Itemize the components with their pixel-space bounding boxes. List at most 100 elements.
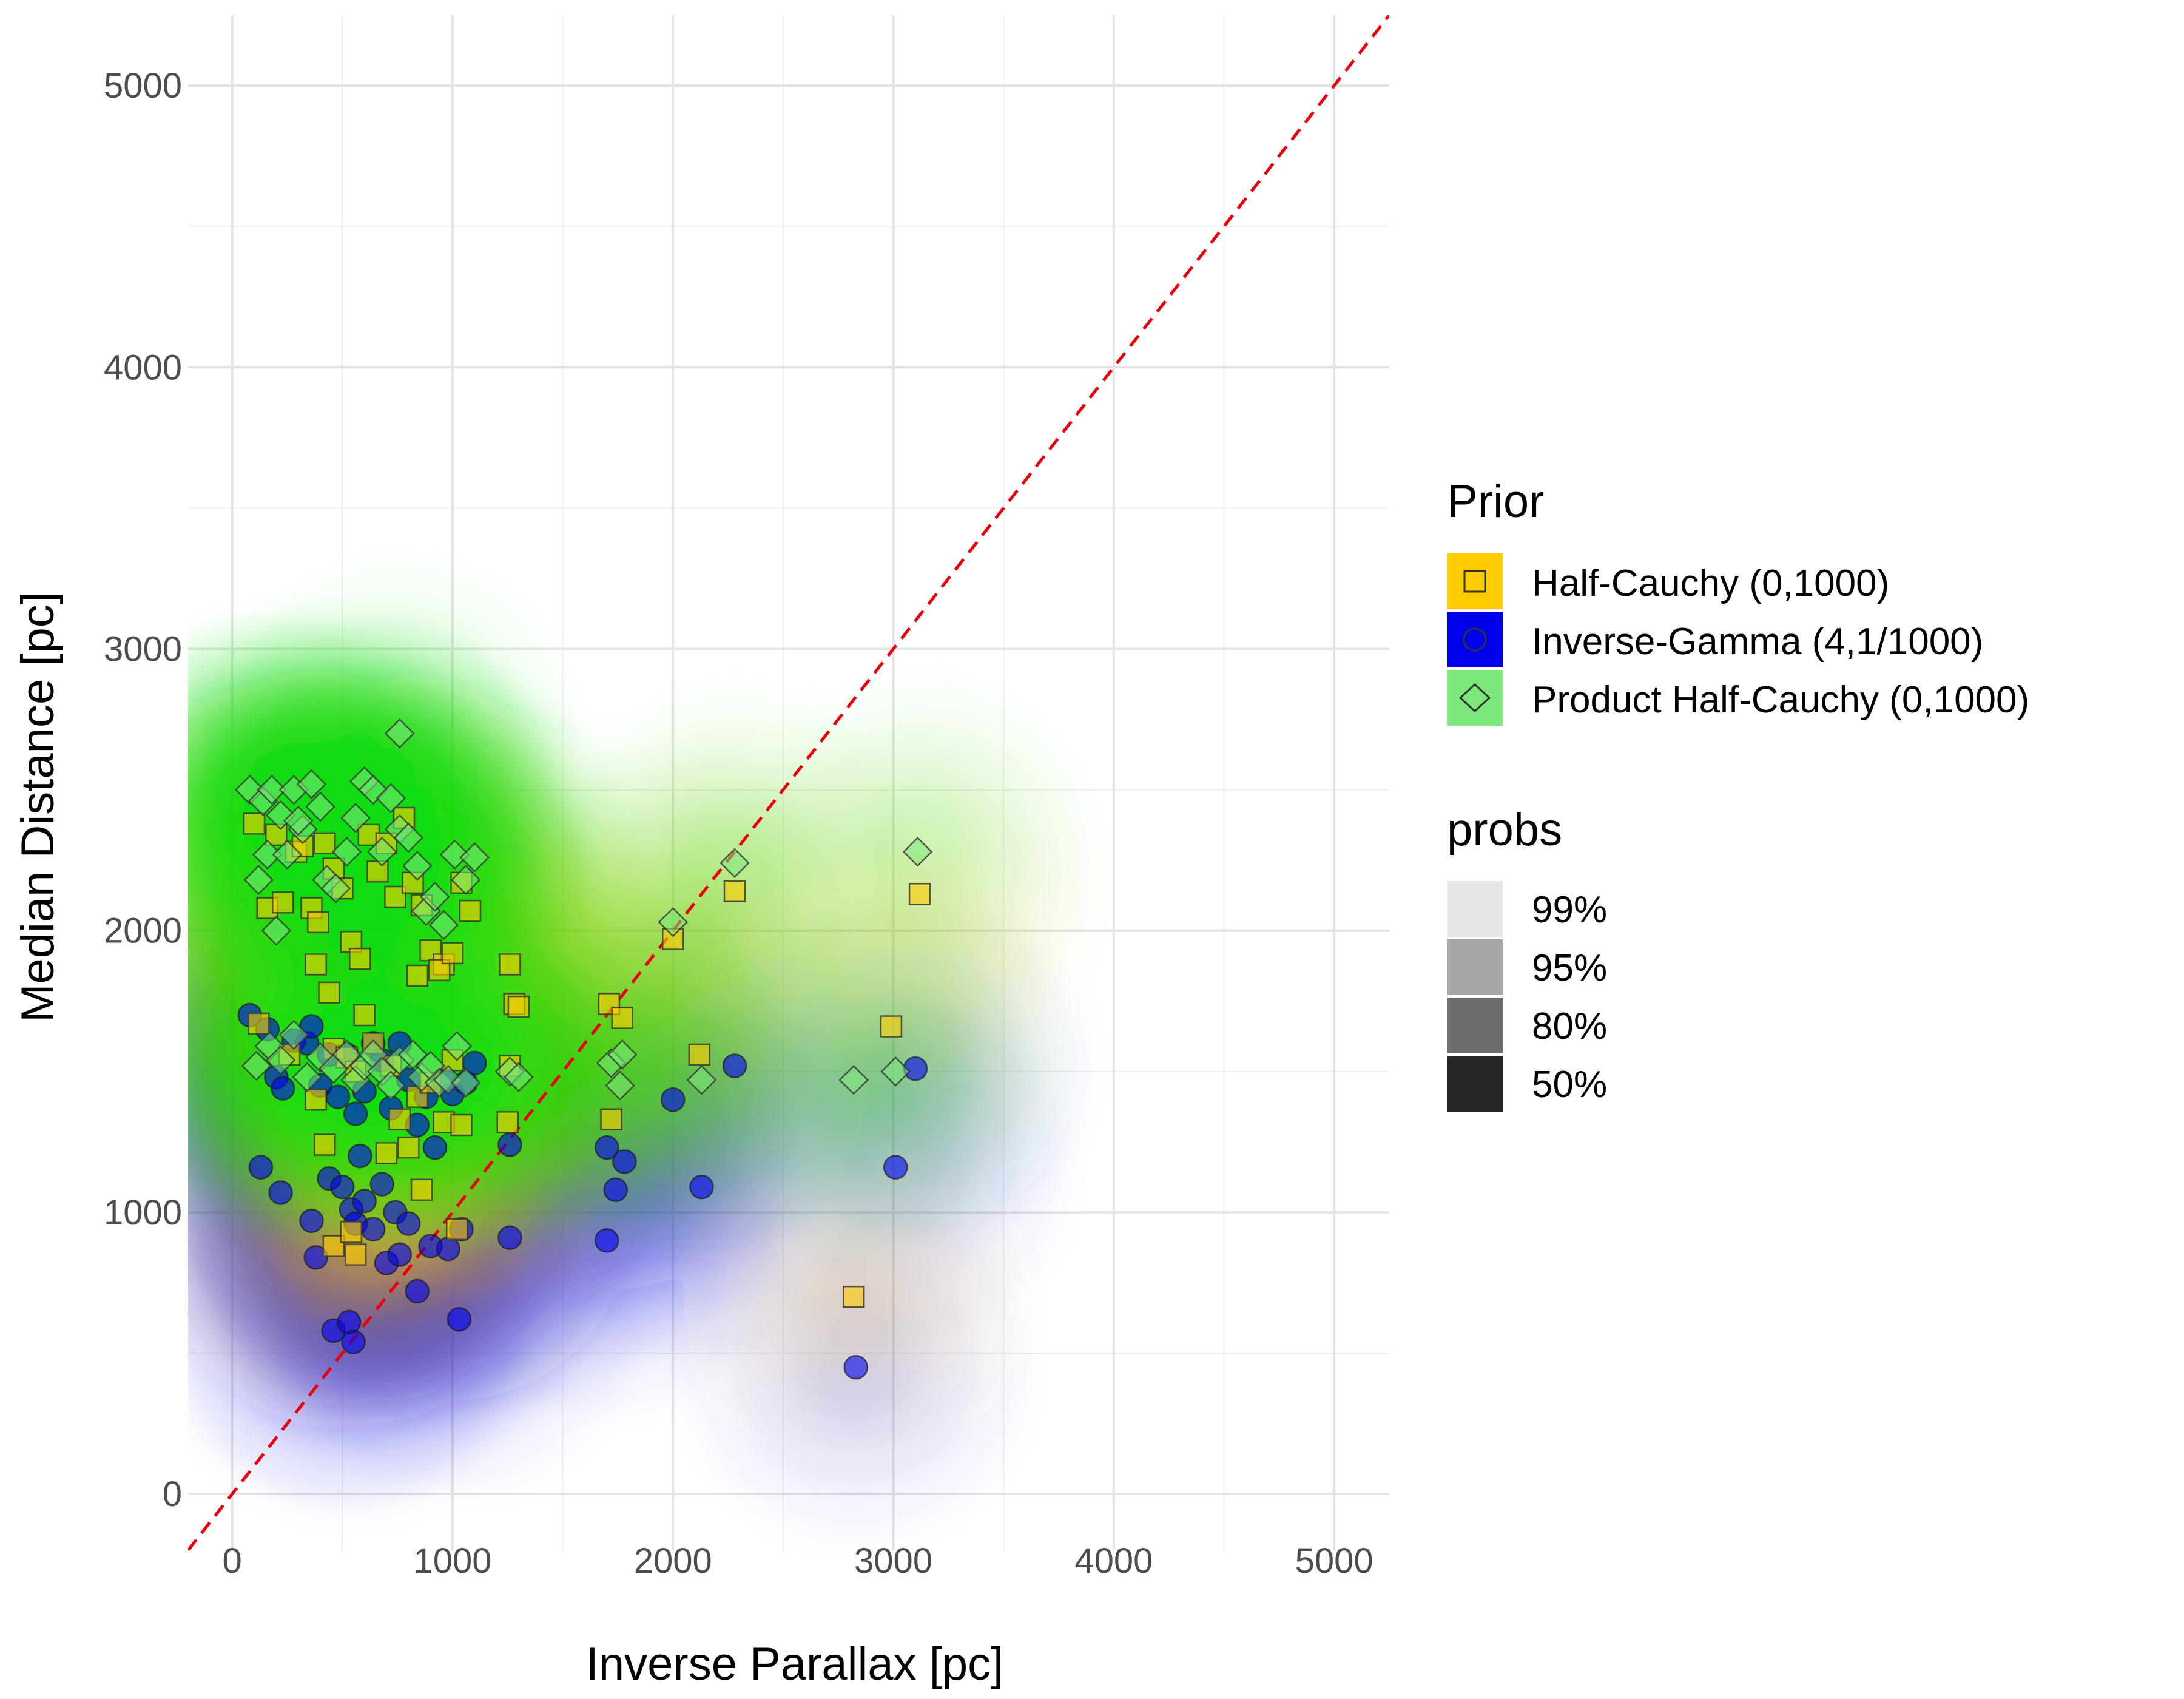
series-diamond — [234, 718, 933, 1101]
y-axis-ticks: 0 1000 2000 3000 4000 5000 — [104, 66, 182, 1514]
data-point-circle — [270, 1076, 295, 1101]
data-point-circle — [603, 1177, 629, 1203]
legend-key-80 — [1447, 998, 1503, 1053]
data-point-circle — [689, 1174, 714, 1200]
data-point-diamond — [450, 1067, 481, 1098]
data-point-diamond — [605, 1070, 635, 1101]
diamond-icon — [1458, 683, 1491, 713]
data-point-square — [318, 981, 340, 1004]
legend-label-inverse-gamma: Inverse-Gamma (4,1/1000) — [1532, 621, 1983, 663]
data-point-circle — [352, 1189, 377, 1214]
data-point-square — [353, 1004, 376, 1027]
data-point-circle — [436, 1237, 460, 1262]
data-point-diamond — [376, 1070, 406, 1101]
data-point-circle — [360, 1217, 386, 1242]
data-point-circle — [612, 1149, 637, 1174]
data-point-diamond — [720, 848, 750, 879]
data-point-circle — [595, 1228, 619, 1253]
data-point-square — [305, 953, 327, 976]
data-point-square — [611, 1007, 633, 1029]
legend-label-half-cauchy: Half-Cauchy (0,1000) — [1532, 562, 1889, 604]
data-point-diamond — [320, 873, 351, 904]
x-tick-label: 0 — [223, 1541, 242, 1581]
data-point-diamond — [265, 1045, 296, 1076]
data-point-square — [723, 880, 746, 902]
data-points — [234, 718, 933, 1380]
data-point-square — [349, 947, 371, 970]
identity-reference-line — [188, 15, 1389, 1550]
x-tick-label: 5000 — [1295, 1541, 1373, 1581]
data-point-square — [256, 897, 279, 919]
data-point-diamond — [442, 1031, 472, 1061]
data-point-diamond — [880, 1056, 911, 1087]
data-point-square — [499, 953, 521, 976]
data-point-square — [248, 1012, 270, 1035]
legend-key-50 — [1447, 1056, 1503, 1112]
data-point-circle — [330, 1174, 355, 1200]
data-point-diamond — [366, 836, 397, 867]
legend-entry-half-cauchy: Half-Cauchy (0,1000) — [1447, 553, 1889, 609]
data-point-diamond — [459, 842, 490, 873]
data-point-square — [496, 1111, 519, 1133]
data-point-square — [397, 1136, 420, 1159]
data-point-circle — [883, 1155, 908, 1180]
data-point-diamond — [305, 791, 335, 822]
data-point-circle — [341, 1329, 366, 1354]
data-point-circle — [369, 1172, 394, 1197]
x-axis-title: Inverse Parallax [pc] — [586, 1638, 1004, 1690]
data-point-square — [313, 832, 336, 855]
legend-label-50: 50% — [1532, 1064, 1607, 1106]
data-point-circle — [722, 1053, 747, 1078]
legend-key-99 — [1447, 881, 1503, 937]
density-diamond — [188, 612, 1039, 1208]
legend-key-inverse-gamma — [1447, 612, 1503, 667]
data-point-square — [441, 942, 464, 965]
data-point-square — [688, 1043, 711, 1066]
legend-entry-inverse-gamma: Inverse-Gamma (4,1/1000) — [1447, 612, 1983, 667]
data-point-square — [507, 995, 530, 1018]
data-point-square — [459, 899, 482, 922]
x-tick-label: 4000 — [1074, 1541, 1153, 1581]
y-tick-label: 2000 — [104, 911, 182, 951]
data-point-diamond — [261, 915, 292, 946]
legend-label-99: 99% — [1532, 889, 1607, 931]
data-point-square — [406, 964, 429, 987]
legend-entry-product-half-cauchy: Product Half-Cauchy (0,1000) — [1447, 670, 2029, 726]
circle-icon — [1463, 627, 1487, 652]
data-point-diamond — [439, 839, 470, 870]
x-tick-label: 2000 — [634, 1541, 712, 1581]
data-point-diamond — [385, 718, 415, 749]
y-tick-label: 1000 — [104, 1193, 182, 1232]
data-point-square — [313, 1133, 336, 1156]
data-point-circle — [843, 1355, 869, 1380]
data-point-diamond — [376, 783, 406, 814]
data-point-diamond — [241, 1050, 272, 1081]
data-point-diamond — [402, 851, 433, 881]
data-point-square — [375, 1142, 398, 1164]
legend-key-95 — [1447, 939, 1503, 995]
data-point-diamond — [686, 1064, 717, 1095]
data-point-circle — [447, 1307, 472, 1332]
data-point-circle — [396, 1211, 421, 1236]
data-point-diamond — [243, 865, 274, 895]
data-point-circle — [348, 1143, 372, 1169]
data-point-square — [305, 1088, 327, 1111]
legend-probs: probs 99% 95% 80% 50% — [1447, 804, 1607, 1112]
data-point-circle — [497, 1225, 522, 1250]
data-point-square — [366, 860, 389, 883]
data-point-circle — [497, 1132, 522, 1157]
data-point-diamond — [292, 1062, 322, 1092]
y-tick-label: 0 — [163, 1474, 182, 1514]
y-tick-label: 4000 — [104, 348, 182, 387]
data-point-diamond — [838, 1064, 869, 1095]
data-point-diamond — [257, 774, 287, 805]
data-point-circle — [405, 1278, 430, 1304]
data-point-circle — [248, 1155, 274, 1180]
data-point-diamond — [428, 910, 459, 941]
data-point-square — [600, 1108, 622, 1130]
data-point-diamond — [393, 822, 424, 853]
legend-probs-title: probs — [1447, 804, 1562, 856]
y-axis-title: Median Distance [pc] — [12, 592, 64, 1022]
x-axis-ticks: 0 1000 2000 3000 4000 5000 — [223, 1541, 1373, 1581]
legend-key-half-cauchy — [1447, 553, 1503, 609]
